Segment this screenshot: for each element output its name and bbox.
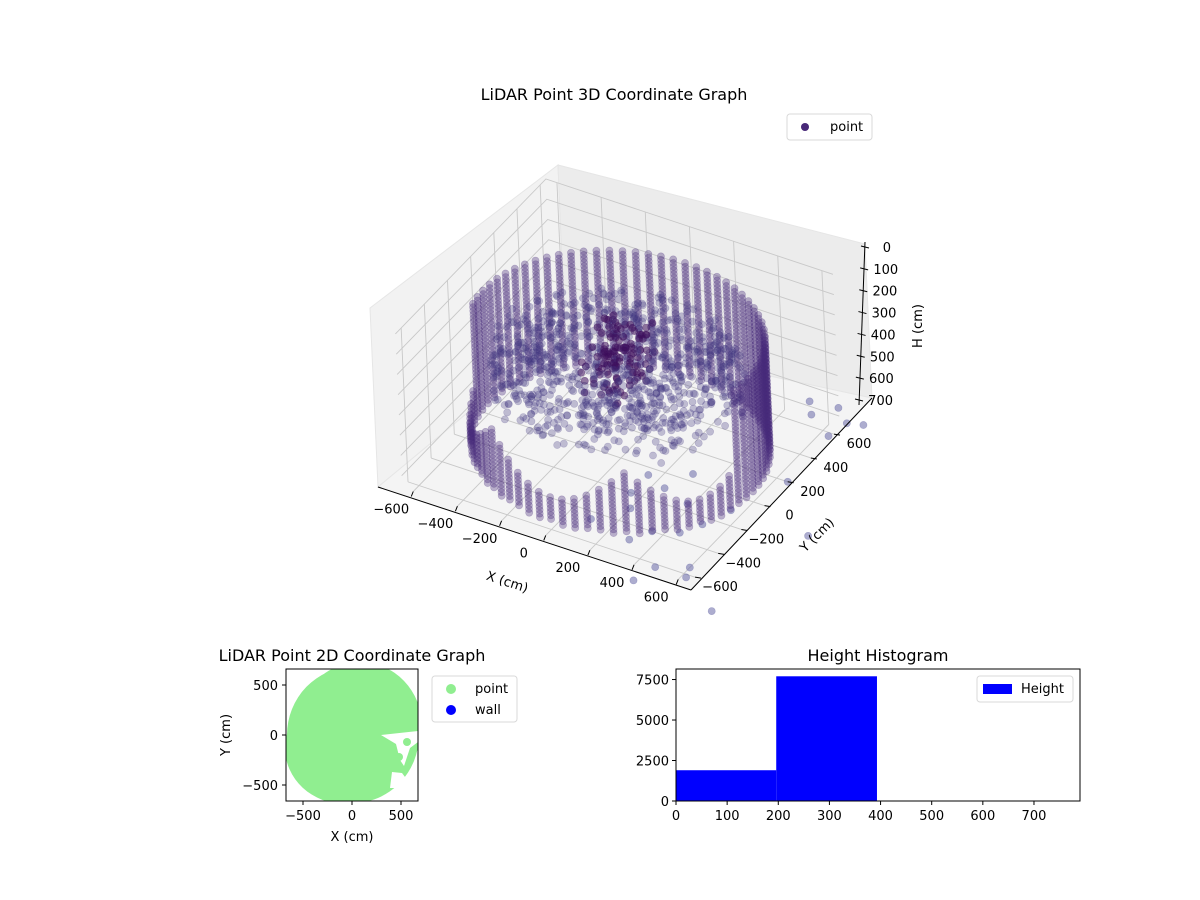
plot-2d-legend: point wall [431,675,518,723]
tick-label: 0 [348,809,356,824]
tick-label: −500 [285,809,321,824]
legend-point-marker-icon [446,684,456,694]
tick-label: 700 [1022,809,1047,824]
tick-label: −200 [462,532,498,547]
tick-label: 500 [253,679,278,694]
tick-label: 500 [919,809,944,824]
legend-height-label: Height [1021,682,1064,697]
tick-label: 0 [672,809,680,824]
tick-label: −400 [418,517,454,532]
tick-label: 400 [871,328,896,343]
plot-3d: LiDAR Point 3D Coordinate Graph −600 −400… [369,85,926,615]
legend-point-marker-icon [801,123,809,131]
legend-wall-label-2d: wall [475,703,501,718]
histogram-ticks: 0 100 200 300 400 500 600 700 0 2500 5000 7500 [636,674,1046,824]
tick-label: 0 [520,546,528,561]
tick-label: 700 [868,394,893,409]
plot-3d-title: LiDAR Point 3D Coordinate Graph [481,85,748,104]
plot-3d-ticks: −600−400−2000200400600−600−400−200020040… [373,241,898,605]
legend-wall-marker-icon [446,705,456,715]
tick-label: 400 [600,576,625,591]
tick-label: 200 [555,561,580,576]
plot-2d: LiDAR Point 2D Coordinate Graph −500 0 500… [219,646,518,845]
tick-label: 200 [872,285,897,300]
histogram-bar [676,770,777,801]
plot-3d-legend: point [786,113,873,141]
tick-label: −400 [725,556,761,571]
tick-label: 400 [868,809,893,824]
tick-label: −600 [373,503,409,518]
tick-label: 100 [715,809,740,824]
tick-label: 200 [766,809,791,824]
y-axis-line [690,397,873,591]
tick-label: 400 [823,461,848,476]
tick-label: 200 [800,485,825,500]
y-axis-label-3d: Y (cm) [797,515,838,556]
tick-label: 5000 [636,714,669,729]
tick-label: 0 [883,241,891,256]
y-axis-label-2d: Y (cm) [219,714,234,757]
plot-histogram: Height Histogram 0 100 200 300 400 500 600 7000… [636,646,1081,824]
x-axis-line [377,486,692,591]
tick-label: −200 [749,532,785,547]
tick-label: 100 [873,263,898,278]
legend-point-label: point [830,120,863,135]
tick-label: 300 [872,307,897,322]
tick-label: 500 [870,350,895,365]
x-axis-label-2d: X (cm) [331,830,374,845]
x-axis-label-3d: X (cm) [484,569,530,597]
histogram-bars [676,676,877,801]
tick-label: 600 [644,590,669,605]
plot-2d-points [286,669,418,801]
tick-label: −600 [702,580,738,595]
tick-label: 7500 [636,674,669,689]
tick-label: −500 [242,779,278,794]
histogram-title: Height Histogram [808,646,949,665]
tick-label: 300 [817,809,842,824]
histogram-legend: Height [976,675,1074,703]
tick-label: 0 [785,509,793,524]
tick-label: 2500 [636,755,669,770]
tick-label: 500 [389,809,414,824]
tick-label: 0 [661,795,669,810]
tick-label: 0 [270,729,278,744]
histogram-bar [776,676,877,801]
h-axis-label-3d: H (cm) [911,304,926,348]
tick-label: 600 [970,809,995,824]
legend-height-swatch-icon [983,684,1012,694]
plot-2d-ticks: −500 0 500 −500 0 500 [242,679,413,824]
legend-point-label-2d: point [475,682,508,697]
plot-2d-title: LiDAR Point 2D Coordinate Graph [219,646,486,665]
plot-3d-scatter-points [466,246,868,615]
tick-label: 600 [869,372,894,387]
plot-3d-panes [369,164,873,591]
tick-label: 600 [847,437,872,452]
